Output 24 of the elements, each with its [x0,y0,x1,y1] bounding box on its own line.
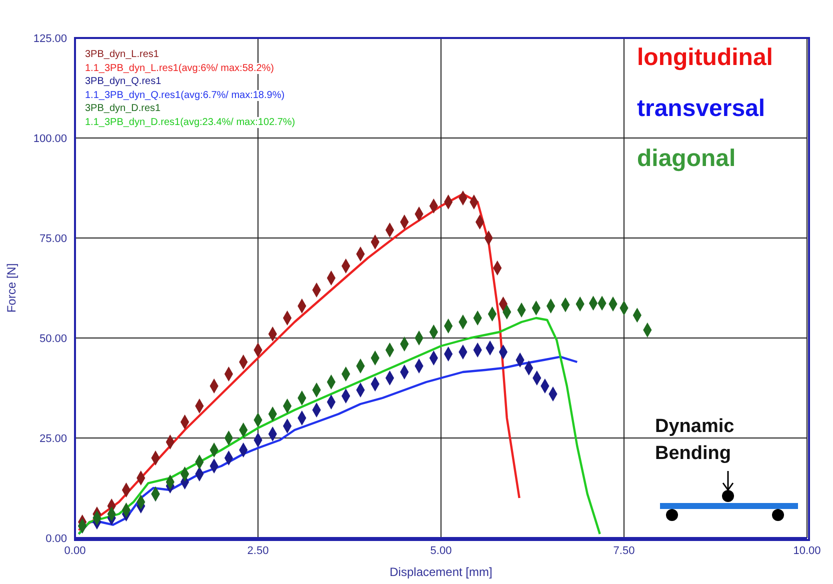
x-tick-label: 7.50 [613,544,635,557]
y-tick-label: 0.00 [46,532,67,545]
y-tick-label: 100.00 [33,132,67,145]
y-axis-title: Force [N] [4,263,18,313]
x-axis-title: Displacement [mm] [390,565,492,579]
annotation: diagonal [637,145,736,174]
x-tick-label: 2.50 [247,544,269,557]
y-tick-label: 50.00 [39,332,67,345]
y-tick-label: 25.00 [39,432,67,445]
annotation: Dynamic Bending [655,415,736,466]
x-tick-label: 5.00 [430,544,452,557]
text: 1.1_3PB_dyn_D.res1(avg:23.4%/ max:102.7%) [85,116,296,128]
y-tick-label: 125.00 [33,32,67,45]
annotation: longitudinal [637,44,773,73]
x-tick-label: 0.00 [64,544,86,557]
text: 3PB_dyn_L.res1 [85,49,159,60]
text: 1.1_3PB_dyn_L.res1(avg:6%/ max:58.2%) [85,62,274,74]
text: 3PB_dyn_D.res1 [85,103,161,114]
text: 3PB_dyn_Q.res1 [85,76,162,87]
x-tick-label: 10.00 [793,544,821,557]
text: 1.1_3PB_dyn_Q.res1(avg:6.7%/ max:18.9%) [85,90,285,100]
annotation: transversal [637,95,766,124]
line-series [78,316,601,536]
y-tick-label: 75.00 [39,232,67,245]
